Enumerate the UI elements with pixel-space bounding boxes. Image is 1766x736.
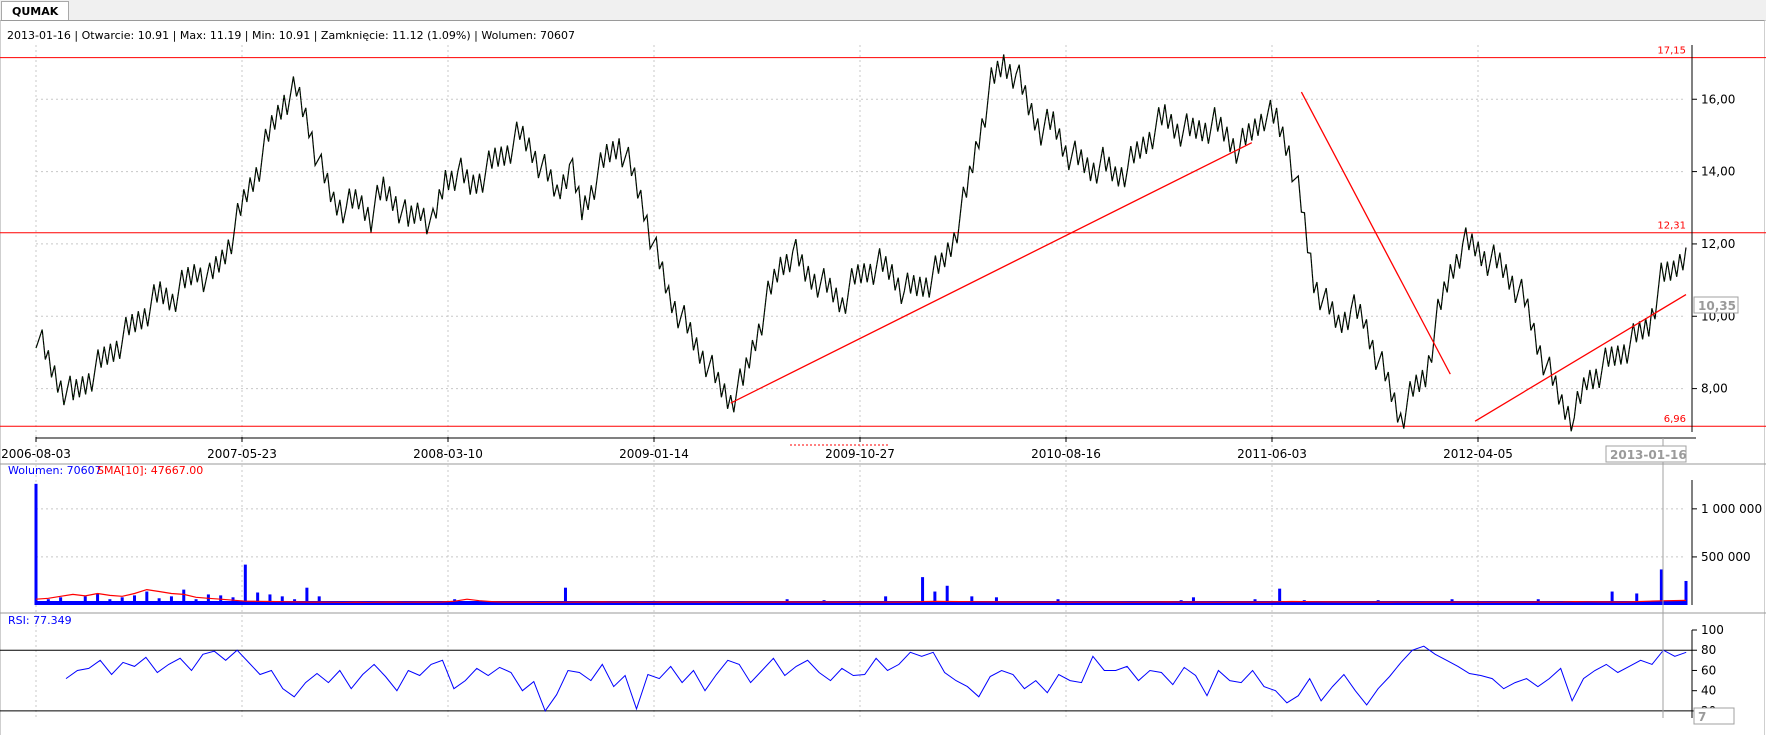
volume-bar xyxy=(317,596,321,605)
chart-frame xyxy=(0,20,1765,735)
volume-bar xyxy=(83,596,87,605)
volume-bar xyxy=(219,595,223,605)
price-cursor-label: 10,35 xyxy=(1698,299,1736,313)
y-tick-label: 16,00 xyxy=(1701,92,1735,106)
rsi-layer xyxy=(0,645,1692,712)
volume-bar xyxy=(563,587,567,605)
rsi-legend-label: RSI: 77.349 xyxy=(8,614,72,627)
rsi-y-tick-label: 40 xyxy=(1701,684,1716,698)
volume-bar xyxy=(1635,593,1639,605)
price-series-rise xyxy=(35,54,1687,432)
ohlc-info: 2013-01-16 | Otwarcie: 10.91 | Max: 11.1… xyxy=(7,29,575,42)
sma-legend-label: SMA[10]: 47667.00 xyxy=(97,464,203,477)
rsi-series xyxy=(65,645,1687,712)
volume-bar xyxy=(268,594,272,605)
volume-bar xyxy=(933,591,937,605)
volume-bar xyxy=(280,596,284,605)
volume-legend-label: Wolumen: 70607 xyxy=(8,464,102,477)
price-layer: 17,15 12,31 6,96 xyxy=(0,46,1766,432)
axes-layer: 2006-08-03 2007-05-23 2008-03-10 2009-01-14… xyxy=(1,45,1762,718)
volume-bar xyxy=(1684,580,1688,605)
level-label: 17,15 xyxy=(1657,46,1686,57)
rsi-cursor-box xyxy=(1693,707,1735,725)
rsi-y-tick-label: 80 xyxy=(1701,643,1716,657)
volume-layer xyxy=(34,483,1688,605)
volume-bar xyxy=(305,587,309,605)
volume-y-tick-label: 500 000 xyxy=(1701,550,1751,564)
x-tick-label: 2009-10-27 xyxy=(825,447,895,461)
volume-bar xyxy=(1610,591,1614,605)
volume-bar xyxy=(243,564,247,605)
volume-bar xyxy=(970,596,974,605)
x-tick-label: 2007-05-23 xyxy=(207,447,277,461)
x-tick-label: 2008-03-10 xyxy=(413,447,483,461)
volume-bar xyxy=(133,595,137,605)
volume-bar xyxy=(206,594,210,605)
volume-bar xyxy=(1659,569,1663,605)
volume-bar xyxy=(921,577,925,605)
x-tick-label: 2009-01-14 xyxy=(619,447,689,461)
x-tick-label: 2006-08-03 xyxy=(1,447,71,461)
x-tick-label: 2012-04-05 xyxy=(1443,447,1513,461)
y-tick-label: 14,00 xyxy=(1701,165,1735,179)
level-label: 6,96 xyxy=(1664,414,1686,425)
date-cursor-label: 2013-01-16 xyxy=(1610,448,1687,462)
price-series xyxy=(35,54,1687,432)
volume-bar xyxy=(945,585,949,605)
volume-bar xyxy=(182,589,186,605)
volume-bar xyxy=(169,596,173,605)
sma-series xyxy=(35,588,1687,603)
volume-bar xyxy=(256,592,260,605)
x-tick-label: 2010-08-16 xyxy=(1031,447,1101,461)
trend-line-up-2 xyxy=(1474,294,1687,422)
volume-bar xyxy=(145,591,149,605)
volume-bar xyxy=(884,596,888,605)
grid-layer xyxy=(0,45,1766,718)
x-tick-label: 2011-06-03 xyxy=(1237,447,1307,461)
y-tick-label: 12,00 xyxy=(1701,237,1735,251)
y-tick-label: 8,00 xyxy=(1701,382,1728,396)
volume-bar xyxy=(1278,588,1282,605)
volume-y-tick-label: 1 000 000 xyxy=(1701,502,1762,516)
volume-baseline-bars xyxy=(36,601,1686,605)
rsi-cursor-label: 7 xyxy=(1698,710,1706,724)
rsi-y-tick-label: 60 xyxy=(1701,663,1716,677)
tab-qumak[interactable]: QUMAK xyxy=(1,1,70,21)
trend-line-up-1 xyxy=(730,142,1253,404)
volume-bar xyxy=(96,593,100,605)
volume-bar xyxy=(34,483,38,605)
level-label: 12,31 xyxy=(1657,221,1686,232)
price-cursor-box xyxy=(1693,296,1739,314)
trend-line-down xyxy=(1300,91,1451,375)
rsi-y-tick-label: 100 xyxy=(1701,623,1724,637)
date-cursor-box xyxy=(1605,445,1687,463)
